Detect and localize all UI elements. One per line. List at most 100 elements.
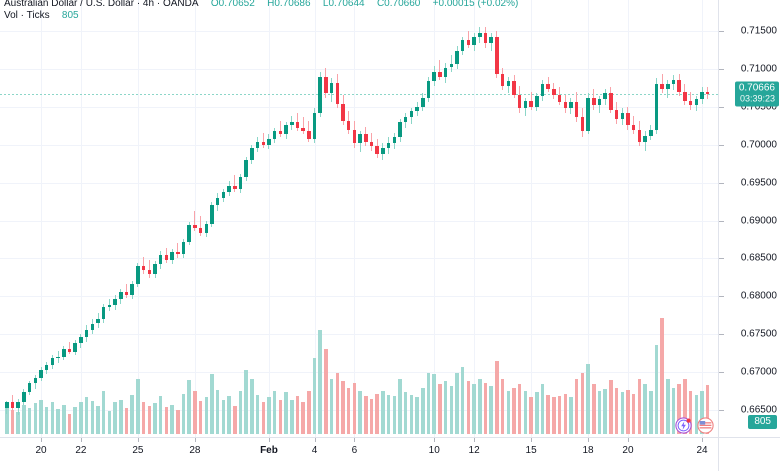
- time-axis[interactable]: 20 22 25 28 Feb 4 6 10 12 15 18 20 24: [0, 437, 718, 471]
- time-axis-tickmark: [702, 438, 703, 442]
- candle-body: [301, 128, 305, 132]
- candle-body: [375, 146, 379, 154]
- candle-body: [438, 72, 442, 77]
- candle-body: [449, 64, 454, 68]
- candle-body: [181, 241, 186, 254]
- candle-wick: [661, 73, 663, 94]
- candle-body: [500, 73, 505, 86]
- candle-body: [580, 117, 585, 132]
- candle-body: [660, 84, 664, 89]
- price-axis-tickmark: [719, 183, 724, 184]
- candle-body: [648, 129, 653, 136]
- candle-body: [22, 391, 26, 402]
- volume-bar: [318, 330, 322, 434]
- candle-body: [210, 205, 214, 224]
- volume-bar: [603, 388, 607, 434]
- candle-body: [512, 81, 516, 95]
- symbol-legend-row[interactable]: Australian Dollar / U.S. Dollar · 4h · O…: [4, 0, 518, 10]
- candle-body: [478, 32, 482, 38]
- time-axis-tickmark: [531, 438, 532, 442]
- candle-body: [643, 135, 647, 142]
- candle-wick: [57, 350, 59, 363]
- volume-bar: [381, 391, 385, 434]
- candle-body: [358, 134, 362, 144]
- time-axis-tick: 22: [75, 445, 87, 456]
- volume-bar: [210, 374, 214, 434]
- candle-body: [535, 96, 539, 107]
- price-axis-tickmark: [719, 372, 724, 373]
- gap5: [52, 10, 59, 22]
- flag-badge-icon[interactable]: [697, 417, 714, 434]
- volume-bar: [33, 403, 38, 434]
- candle-body: [592, 97, 596, 106]
- candle-body: [369, 141, 374, 147]
- time-axis-tick: 24: [696, 445, 708, 456]
- candle-body: [694, 99, 699, 106]
- volume-bar: [90, 401, 95, 434]
- volume-bar: [5, 407, 9, 434]
- volume-legend-row[interactable]: Vol · Ticks 805: [4, 10, 518, 22]
- time-axis-tick: 25: [132, 445, 144, 456]
- volume-bar: [233, 405, 237, 434]
- candle-body: [289, 122, 294, 126]
- legend-separator: [201, 0, 208, 10]
- candle-body: [574, 102, 579, 118]
- volume-bar: [654, 345, 659, 434]
- chart-plot-area[interactable]: [0, 0, 718, 437]
- volume-bar: [324, 348, 328, 434]
- candle-body: [700, 91, 704, 100]
- candle-body: [517, 94, 522, 109]
- candle-body: [261, 141, 266, 145]
- volume-bar: [626, 390, 630, 434]
- candle-body: [466, 40, 471, 45]
- candle-body: [113, 299, 117, 306]
- time-axis-tickmark: [269, 438, 270, 442]
- volume-bar: [204, 397, 209, 434]
- volume-bar: [67, 413, 72, 434]
- volume-bar: [592, 383, 596, 434]
- price-axis-tick: 0.70500: [740, 101, 777, 113]
- volume-bar: [79, 402, 83, 434]
- volume-bar: [84, 397, 89, 434]
- candle-wick: [148, 259, 150, 279]
- volume-bar: [540, 383, 545, 434]
- volume-title[interactable]: Vol · Ticks: [4, 10, 50, 21]
- candle-body: [147, 269, 152, 274]
- price-axis-tickmark: [719, 221, 724, 222]
- price-axis-tick: 0.69500: [740, 177, 777, 189]
- candle-body: [666, 84, 670, 89]
- symbol-title[interactable]: Australian Dollar / U.S. Dollar · 4h · O…: [4, 0, 199, 9]
- volume-bar: [227, 396, 231, 434]
- candle-body: [255, 141, 260, 148]
- candle-wick: [262, 132, 264, 148]
- price-axis-tick: 0.70000: [740, 139, 777, 151]
- volume-bar: [284, 392, 288, 434]
- volume-bar: [375, 393, 379, 434]
- candle-body: [238, 176, 243, 189]
- price-axis-tick: 0.68500: [740, 252, 777, 264]
- gap3: [367, 0, 374, 10]
- candle-body: [426, 81, 431, 98]
- volume-bar: [586, 363, 590, 434]
- candle-wick: [108, 299, 110, 312]
- candle-body: [250, 147, 254, 160]
- time-axis-tick: Feb: [260, 445, 278, 456]
- candle-body: [221, 191, 226, 198]
- gap2: [313, 0, 320, 10]
- volume-bar: [609, 380, 613, 434]
- candle-body: [56, 356, 60, 359]
- volume-bar: [546, 394, 550, 434]
- candle-body: [352, 129, 357, 144]
- candle-body: [460, 40, 465, 51]
- volume-bar: [415, 397, 419, 434]
- candle-body: [346, 120, 351, 130]
- volume-bar: [432, 374, 436, 434]
- volume-bar: [56, 408, 60, 434]
- volume-bar: [312, 357, 317, 434]
- price-axis[interactable]: 0.70666 03:39:23 805 0.71500 0.71000 0.705…: [718, 0, 780, 437]
- volume-bar: [289, 399, 294, 434]
- volume-bar: [529, 397, 533, 434]
- lightning-badge-icon[interactable]: [675, 417, 692, 434]
- candle-body: [101, 306, 106, 319]
